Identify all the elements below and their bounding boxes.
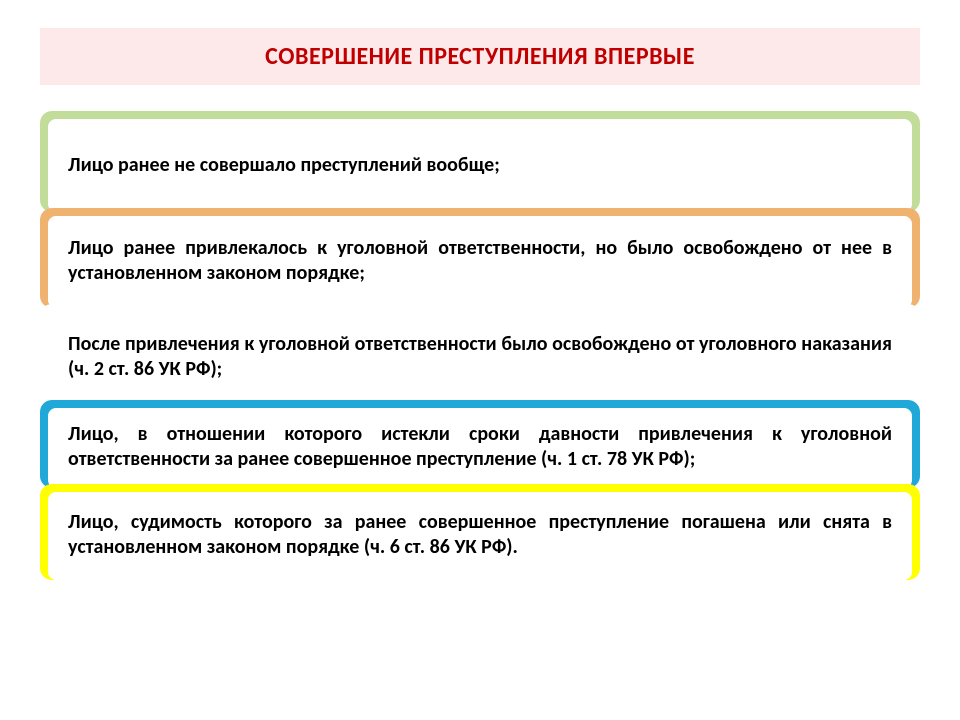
card-4: Лицо, в отношении которого истекли сроки… <box>40 400 920 488</box>
card-3: После привлечения к уголовной ответствен… <box>40 304 920 404</box>
card-4-inner: Лицо, в отношении которого истекли сроки… <box>48 408 912 488</box>
card-5-inner: Лицо, судимость которого за ранее соверш… <box>48 492 912 580</box>
card-1-inner: Лицо ранее не совершало преступлений воо… <box>48 119 912 212</box>
title-box: СОВЕРШЕНИЕ ПРЕСТУПЛЕНИЯ ВПЕРВЫЕ <box>40 28 920 85</box>
card-4-text: Лицо, в отношении которого истекли сроки… <box>68 422 892 472</box>
card-stack: Лицо ранее не совершало преступлений воо… <box>40 111 920 580</box>
slide-title: СОВЕРШЕНИЕ ПРЕСТУПЛЕНИЯ ВПЕРВЫЕ <box>265 42 695 71</box>
card-2: Лицо ранее привлекалось к уголовной отве… <box>40 208 920 308</box>
card-3-inner: После привлечения к уголовной ответствен… <box>48 312 912 404</box>
card-2-text: Лицо ранее привлекалось к уголовной отве… <box>68 236 892 286</box>
card-1-text: Лицо ранее не совершало преступлений воо… <box>68 153 892 178</box>
card-5-text: Лицо, судимость которого за ранее соверш… <box>68 510 892 560</box>
card-1: Лицо ранее не совершало преступлений воо… <box>40 111 920 212</box>
card-5: Лицо, судимость которого за ранее соверш… <box>40 484 920 580</box>
card-2-inner: Лицо ранее привлекалось к уголовной отве… <box>48 216 912 308</box>
slide: СОВЕРШЕНИЕ ПРЕСТУПЛЕНИЯ ВПЕРВЫЕ Лицо ран… <box>0 0 960 720</box>
card-3-text: После привлечения к уголовной ответствен… <box>68 332 892 382</box>
